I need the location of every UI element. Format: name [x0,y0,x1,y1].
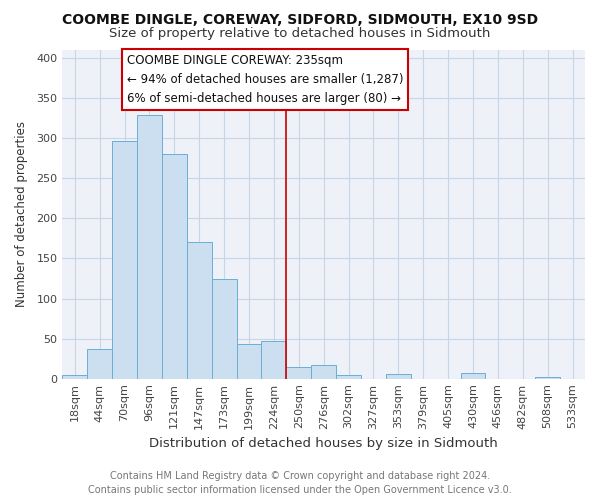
Bar [162,154,187,378]
Bar [187,242,212,378]
Bar [386,374,411,378]
Bar [112,142,137,378]
Y-axis label: Number of detached properties: Number of detached properties [15,122,28,308]
Bar [87,349,112,378]
Bar [535,377,560,378]
Text: COOMBE DINGLE, COREWAY, SIDFORD, SIDMOUTH, EX10 9SD: COOMBE DINGLE, COREWAY, SIDFORD, SIDMOUT… [62,12,538,26]
Text: Contains HM Land Registry data © Crown copyright and database right 2024.
Contai: Contains HM Land Registry data © Crown c… [88,471,512,495]
Bar [212,280,236,378]
Bar [286,366,311,378]
Bar [262,341,286,378]
X-axis label: Distribution of detached houses by size in Sidmouth: Distribution of detached houses by size … [149,437,498,450]
Bar [311,365,336,378]
Text: Size of property relative to detached houses in Sidmouth: Size of property relative to detached ho… [109,28,491,40]
Text: COOMBE DINGLE COREWAY: 235sqm
← 94% of detached houses are smaller (1,287)
6% of: COOMBE DINGLE COREWAY: 235sqm ← 94% of d… [127,54,404,105]
Bar [336,374,361,378]
Bar [62,376,87,378]
Bar [461,373,485,378]
Bar [137,115,162,378]
Bar [236,344,262,378]
